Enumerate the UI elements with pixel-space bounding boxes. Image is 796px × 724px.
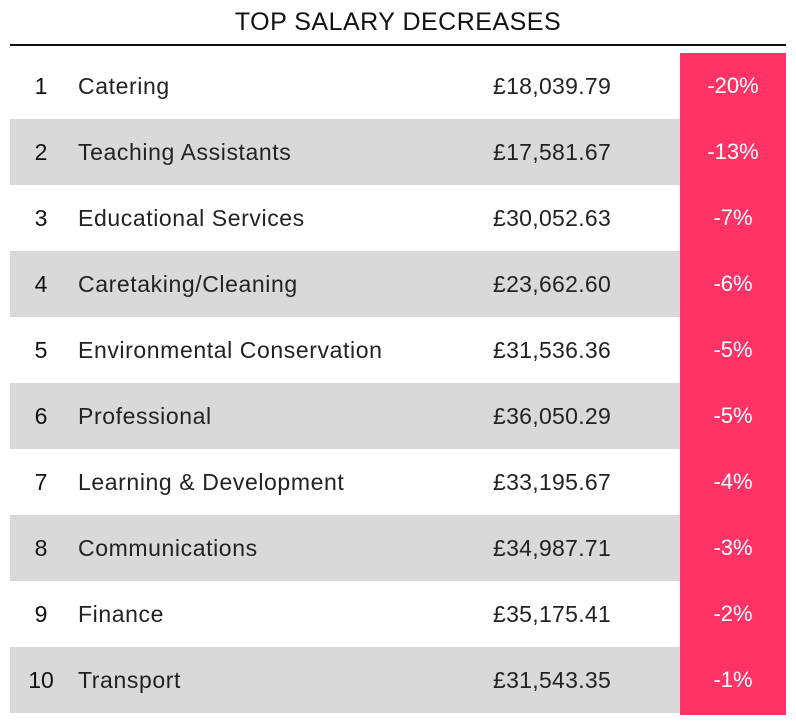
table-row: 10 Transport £31,543.35 -1% — [10, 647, 786, 713]
category-cell: Transport — [78, 667, 181, 693]
rank-cell: 6 — [34, 403, 48, 429]
salary-cell: £23,662.60 — [493, 271, 612, 297]
category-cell: Catering — [78, 73, 170, 99]
rank-cell: 8 — [34, 535, 48, 561]
rank-cell: 5 — [34, 337, 48, 363]
rank-cell: 3 — [34, 205, 48, 231]
table-row: 7 Learning & Development £33,195.67 -4% — [10, 449, 786, 515]
change-cell: -4% — [713, 469, 753, 494]
change-cell: -20% — [707, 73, 759, 98]
change-cell: -5% — [713, 337, 753, 362]
change-cell: -13% — [707, 139, 759, 164]
category-cell: Professional — [78, 403, 212, 429]
table-row: 2 Teaching Assistants £17,581.67 -13% — [10, 119, 786, 185]
salary-cell: £31,536.36 — [493, 337, 612, 363]
salary-cell: £30,052.63 — [493, 205, 612, 231]
table-row: 4 Caretaking/Cleaning £23,662.60 -6% — [10, 251, 786, 317]
table-title: TOP SALARY DECREASES — [234, 8, 562, 36]
category-cell: Educational Services — [78, 205, 305, 231]
salary-cell: £17,581.67 — [493, 139, 612, 165]
title-underline — [10, 44, 786, 46]
table-row: 6 Professional £36,050.29 -5% — [10, 383, 786, 449]
salary-cell: £18,039.79 — [493, 73, 612, 99]
change-column-highlight — [680, 53, 786, 715]
change-cell: -5% — [713, 403, 753, 428]
category-cell: Environmental Conservation — [78, 337, 383, 363]
rank-cell: 2 — [34, 139, 48, 165]
salary-decrease-table: 1 Catering £18,039.79 -20% 2 Teaching As… — [10, 53, 786, 713]
table-row: 5 Environmental Conservation £31,536.36 … — [10, 317, 786, 383]
salary-cell: £36,050.29 — [493, 403, 612, 429]
rank-cell: 4 — [34, 271, 48, 297]
category-cell: Communications — [78, 535, 258, 561]
change-cell: -7% — [713, 205, 753, 230]
salary-cell: £31,543.35 — [493, 667, 612, 693]
table-row: 3 Educational Services £30,052.63 -7% — [10, 185, 786, 251]
change-cell: -3% — [713, 535, 753, 560]
table-row: 9 Finance £35,175.41 -2% — [10, 581, 786, 647]
table-row: 1 Catering £18,039.79 -20% — [10, 53, 786, 119]
category-cell: Finance — [78, 601, 165, 627]
rank-cell: 7 — [34, 469, 48, 495]
change-cell: -2% — [713, 601, 753, 626]
category-cell: Caretaking/Cleaning — [78, 271, 298, 297]
salary-cell: £33,195.67 — [493, 469, 612, 495]
salary-cell: £34,987.71 — [493, 535, 612, 561]
rank-cell: 9 — [34, 601, 48, 627]
rank-cell: 10 — [28, 667, 54, 693]
change-cell: -6% — [713, 271, 753, 296]
category-cell: Learning & Development — [78, 469, 345, 495]
table-row: 8 Communications £34,987.71 -3% — [10, 515, 786, 581]
rank-cell: 1 — [34, 73, 48, 99]
category-cell: Teaching Assistants — [78, 139, 292, 165]
change-cell: -1% — [713, 667, 753, 692]
salary-cell: £35,175.41 — [493, 601, 612, 627]
